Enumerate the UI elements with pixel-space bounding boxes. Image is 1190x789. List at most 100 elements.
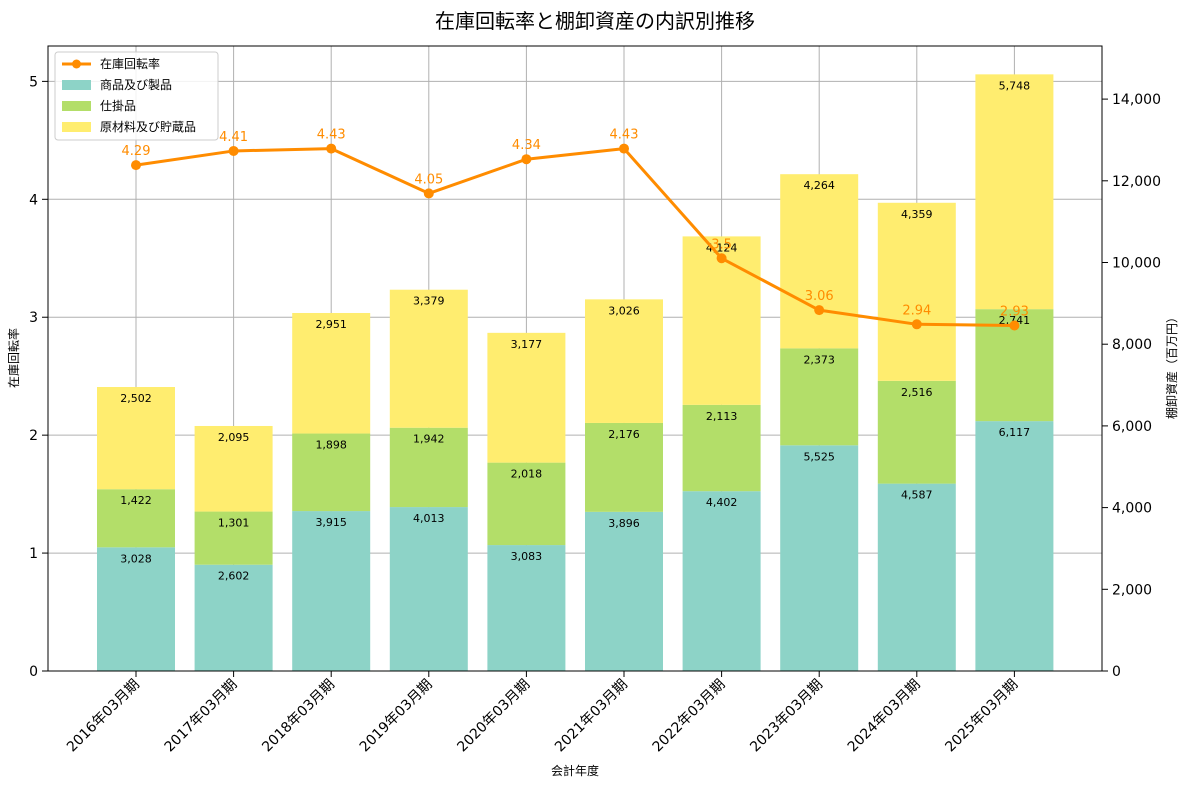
bar-segment <box>389 507 468 671</box>
bar-segment <box>585 299 663 423</box>
bar-segment <box>487 545 566 671</box>
x-tick-label: 2022年03月期 <box>650 677 729 756</box>
turnover-value-label: 4.05 <box>414 172 443 187</box>
x-tick-label: 2018年03月期 <box>259 677 338 756</box>
bar-segment <box>682 404 761 492</box>
y-left-tick-label: 4 <box>29 192 38 208</box>
y-right-tick-label: 10,000 <box>1112 256 1161 272</box>
legend-label: 在庫回転率 <box>100 56 160 71</box>
turnover-point <box>131 160 141 171</box>
turnover-value-label: 4.41 <box>219 130 248 145</box>
y-left-tick-label: 3 <box>29 310 38 326</box>
bar-segment <box>585 422 663 512</box>
legend-box <box>54 51 219 141</box>
y-axis-right-title: 棚卸資産（百万円） <box>1164 311 1179 419</box>
turnover-value-label: 4.34 <box>512 138 541 153</box>
bar-value-label: 3,028 <box>120 552 152 565</box>
y-right-tick-label: 0 <box>1112 664 1121 680</box>
bar-value-label: 4,264 <box>803 179 835 192</box>
x-tick-label: 2020年03月期 <box>454 677 533 756</box>
bar-segment <box>975 421 1054 671</box>
legend-patch-swatch <box>62 101 91 111</box>
turnover-point <box>521 154 532 165</box>
bar-segment <box>487 332 566 463</box>
turnover-point <box>814 305 825 316</box>
bar-segment <box>780 348 859 446</box>
bar-segment <box>97 489 175 548</box>
bar-value-label: 2,373 <box>803 353 835 366</box>
bar-value-label: 3,177 <box>511 338 543 351</box>
x-tick-label: 2023年03月期 <box>747 677 826 756</box>
chart-title: 在庫回転率と棚卸資産の内訳別推移 <box>435 9 755 33</box>
turnover-point <box>423 188 434 199</box>
plot-frame <box>47 45 1103 672</box>
legend-label: 商品及び製品 <box>100 77 172 92</box>
legend-marker <box>72 59 81 69</box>
bar-segment <box>389 427 468 508</box>
bar-value-label: 1,898 <box>315 439 347 452</box>
bar-value-label: 3,379 <box>413 295 445 308</box>
bar-value-label: 2,113 <box>706 410 738 423</box>
x-tick-label: 2017年03月期 <box>162 677 241 756</box>
turnover-value-label: 2.94 <box>902 303 931 318</box>
x-tick-label: 2016年03月期 <box>64 677 143 756</box>
x-tick-label: 2021年03月期 <box>552 677 631 756</box>
bar-value-label: 3,915 <box>315 516 347 529</box>
bar-segment <box>682 236 761 405</box>
bar-segment <box>194 564 273 671</box>
turnover-value-label: 4.43 <box>610 128 639 143</box>
turnover-point <box>326 143 337 154</box>
bar-value-label: 4,587 <box>901 489 933 502</box>
bar-value-label: 4,359 <box>901 208 933 221</box>
turnover-point <box>1009 320 1020 331</box>
bar-segment <box>780 445 859 671</box>
y-left-tick-label: 2 <box>29 428 38 444</box>
bar-segment <box>292 511 371 671</box>
bar-value-label: 1,301 <box>218 517 250 530</box>
y-right-tick-label: 14,000 <box>1112 92 1161 108</box>
bar-value-label: 4,013 <box>413 512 445 525</box>
bar-value-label: 1,942 <box>413 433 445 446</box>
y-right-tick-label: 4,000 <box>1112 501 1152 517</box>
bar-value-label: 5,525 <box>803 450 835 463</box>
turnover-line-path <box>135 147 1015 327</box>
x-tick-label: 2025年03月期 <box>942 677 1021 756</box>
turnover-value-label: 3.06 <box>805 289 834 304</box>
y-right-tick-label: 8,000 <box>1112 337 1152 353</box>
bar-value-label: 2,018 <box>511 468 543 481</box>
bar-labels: 3,028 1,422 2,502 2,602 1,301 2,095 3,915 1,898… <box>120 79 1030 582</box>
bar-value-label: 2,602 <box>218 570 250 583</box>
turnover-point <box>619 143 629 154</box>
turnover-point <box>228 145 239 156</box>
y-axis-left-title: 在庫回転率 <box>6 328 21 388</box>
y-axis-left: 0 1 2 3 4 5 <box>29 74 48 680</box>
y-left-tick-label: 1 <box>29 546 38 562</box>
bar-segment <box>97 387 175 490</box>
bar-segment <box>585 511 663 671</box>
bar-segment <box>97 547 175 671</box>
bar-value-label: 3,896 <box>608 517 640 530</box>
bar-segment <box>877 483 956 671</box>
bar-segment <box>877 380 956 484</box>
bar-value-label: 3,083 <box>511 550 543 563</box>
bar-value-label: 6,117 <box>999 426 1031 439</box>
y-right-tick-label: 2,000 <box>1112 582 1152 598</box>
x-axis-title: 会計年度 <box>551 763 599 778</box>
bar-value-label: 2,095 <box>218 431 250 444</box>
y-left-tick-label: 5 <box>29 74 38 90</box>
bar-value-label: 2,176 <box>608 428 640 441</box>
bar-value-label: 1,422 <box>120 494 152 507</box>
turnover-line: 4.29 4.41 4.43 4.05 4.34 4.43 3.5 3.06 2.94 2.93 <box>122 128 1029 331</box>
bar-segment <box>975 74 1054 310</box>
turnover-point <box>716 253 727 264</box>
x-axis: 2016年03月期 2017年03月期 2018年03月期 2019年03月期 2020… <box>64 671 1021 755</box>
bar-segment <box>292 433 371 512</box>
bar-value-label: 4,402 <box>706 496 738 509</box>
bar-segment <box>194 425 273 512</box>
legend-patch-swatch <box>62 80 91 90</box>
turnover-value-label: 4.29 <box>122 144 151 159</box>
x-tick-label: 2024年03月期 <box>845 677 924 756</box>
y-right-tick-label: 12,000 <box>1112 174 1161 190</box>
